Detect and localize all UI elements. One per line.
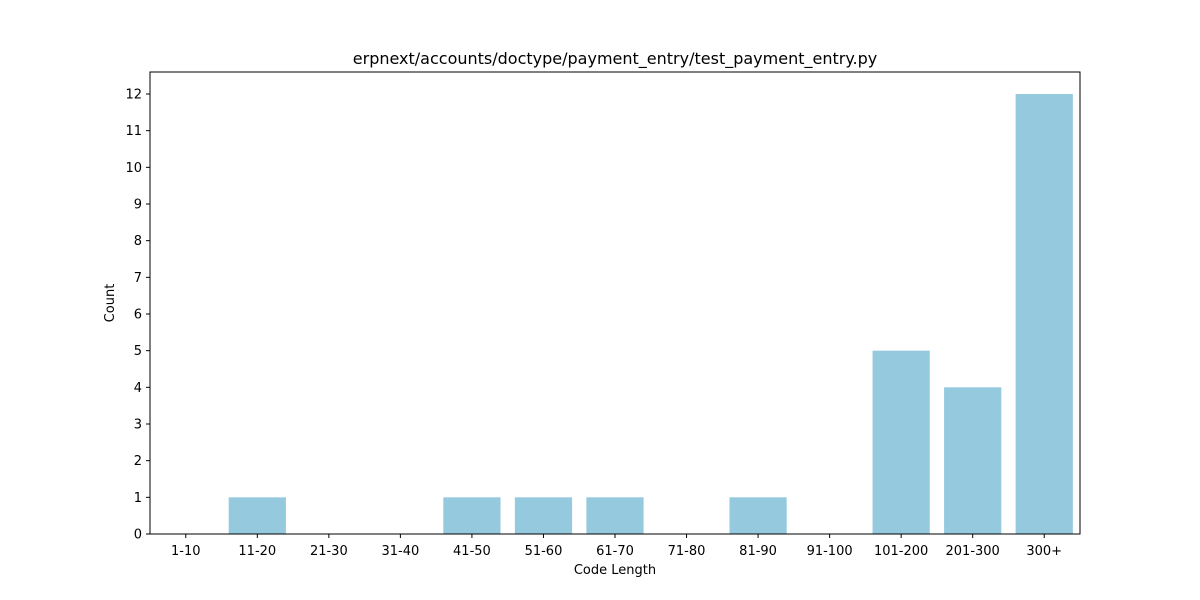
x-tick-label: 91-100: [807, 544, 853, 559]
y-tick-label: 2: [134, 454, 142, 469]
y-tick-label: 0: [134, 528, 142, 543]
x-axis-label: Code Length: [574, 563, 656, 578]
y-tick-label: 9: [134, 198, 142, 213]
bar-61-70: [586, 497, 644, 534]
chart-title: erpnext/accounts/doctype/payment_entry/t…: [353, 49, 877, 69]
bar-201-300: [944, 387, 1002, 534]
y-axis-label: Count: [103, 284, 118, 323]
bar-51-60: [514, 497, 573, 534]
y-tick-label: 8: [134, 234, 142, 249]
y-tick-label: 5: [134, 344, 142, 359]
x-tick-label: 61-70: [596, 544, 634, 559]
bars-layer: [228, 94, 1073, 534]
x-tick-label: 101-200: [874, 544, 928, 559]
y-tick-label: 7: [134, 271, 142, 286]
x-tick-label: 51-60: [525, 544, 563, 559]
axes-layer: 1-10 11-20 21-30 31-40 41-50 51-60 61-70 71-80 8…: [125, 71, 1081, 559]
bar-300+: [1015, 94, 1073, 534]
x-tick-label: 21-30: [310, 544, 348, 559]
y-tick-label: 10: [125, 161, 142, 176]
x-tick-label: 81-90: [739, 544, 777, 559]
y-tick-label: 4: [134, 381, 142, 396]
x-tick-label: 300+: [1026, 544, 1062, 559]
x-tick-label: 71-80: [668, 544, 706, 559]
plot-frame: [149, 71, 1081, 535]
x-tick-label: 1-10: [171, 544, 201, 559]
y-tick-label: 12: [125, 88, 142, 103]
bar-101-200: [872, 350, 930, 534]
x-tick-label: 201-300: [946, 544, 1000, 559]
bar-81-90: [729, 497, 787, 534]
y-tick-label: 11: [125, 124, 142, 139]
bar-11-20: [228, 497, 286, 534]
y-tick-label: 3: [134, 418, 142, 433]
x-tick-label: 11-20: [238, 544, 276, 559]
y-tick-label: 6: [134, 308, 142, 323]
bar-41-50: [443, 497, 501, 534]
y-tick-label: 1: [134, 491, 142, 506]
x-tick-label: 41-50: [453, 544, 491, 559]
x-tick-label: 31-40: [381, 544, 419, 559]
